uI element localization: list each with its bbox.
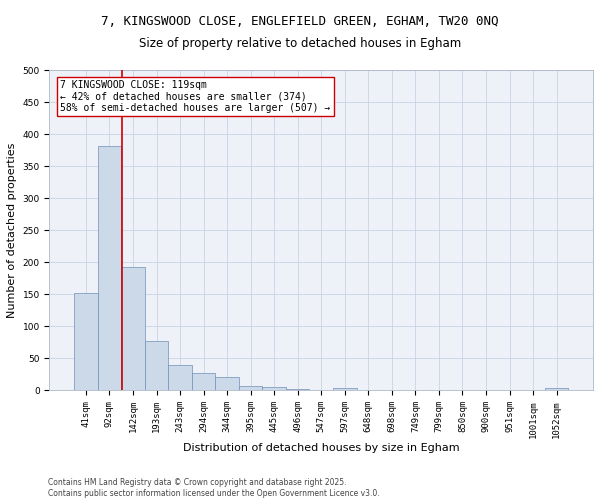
Bar [239,386,262,390]
Bar [545,388,568,390]
X-axis label: Distribution of detached houses by size in Egham: Distribution of detached houses by size … [183,443,460,453]
Bar [286,389,310,390]
Bar [98,146,121,390]
Bar [215,378,239,390]
Text: 7, KINGSWOOD CLOSE, ENGLEFIELD GREEN, EGHAM, TW20 0NQ: 7, KINGSWOOD CLOSE, ENGLEFIELD GREEN, EG… [101,15,499,28]
Text: 7 KINGSWOOD CLOSE: 119sqm
← 42% of detached houses are smaller (374)
58% of semi: 7 KINGSWOOD CLOSE: 119sqm ← 42% of detac… [61,80,331,113]
Y-axis label: Number of detached properties: Number of detached properties [7,142,17,318]
Bar [169,364,192,390]
Bar [262,387,286,390]
Text: Contains HM Land Registry data © Crown copyright and database right 2025.
Contai: Contains HM Land Registry data © Crown c… [48,478,380,498]
Bar [192,373,215,390]
Bar [333,388,356,390]
Bar [74,293,98,390]
Bar [121,266,145,390]
Text: Size of property relative to detached houses in Egham: Size of property relative to detached ho… [139,38,461,51]
Bar [145,341,169,390]
